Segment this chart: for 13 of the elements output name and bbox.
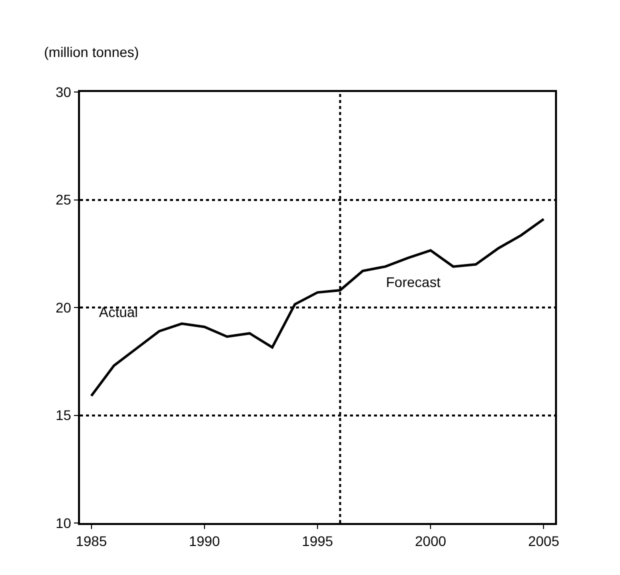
x-tick-label: 2005 [528, 532, 560, 549]
y-axis-title: (million tonnes) [44, 44, 139, 60]
x-tick-label: 1990 [188, 532, 220, 549]
y-tick-label: 10 [56, 514, 72, 531]
x-tick-label: 1995 [302, 532, 334, 549]
annotation: Actual [99, 304, 138, 320]
y-tick-label: 30 [56, 84, 72, 100]
y-tick-label: 15 [56, 407, 72, 424]
annotation: Forecast [386, 274, 441, 290]
y-tick-label: 20 [56, 299, 72, 316]
x-tick-label: 2000 [415, 532, 446, 549]
x-tick-label: 1985 [76, 532, 108, 549]
y-tick-label: 25 [56, 192, 72, 208]
